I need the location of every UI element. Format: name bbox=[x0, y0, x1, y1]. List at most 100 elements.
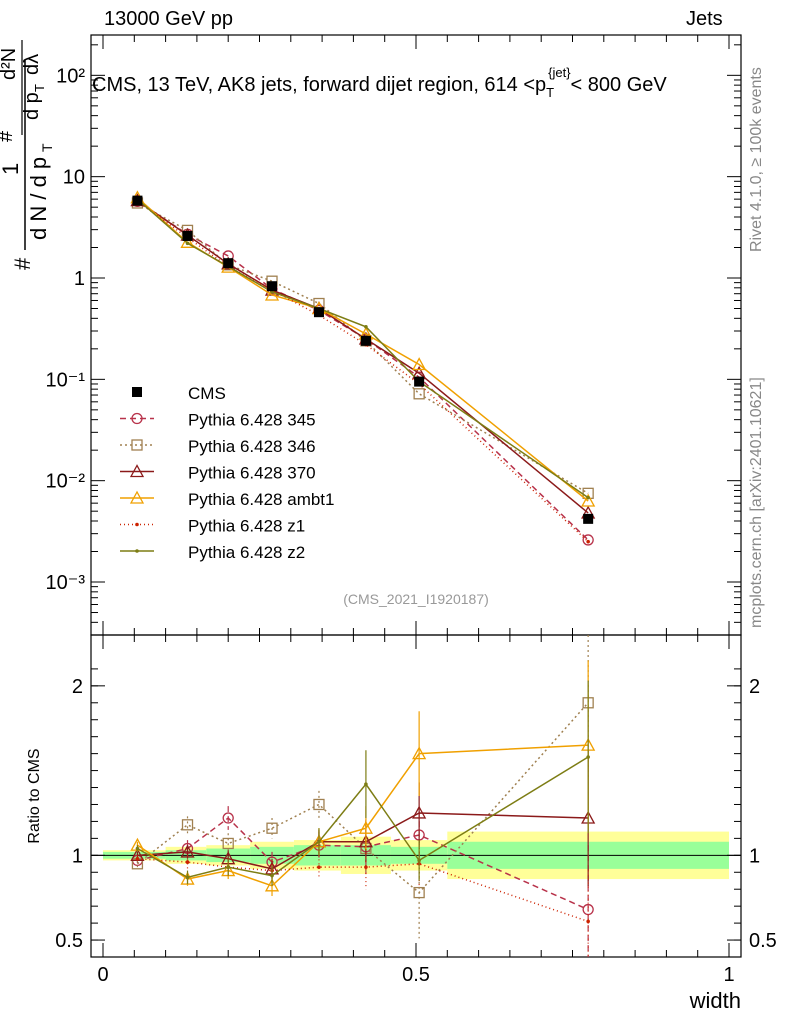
x-axis-label: width bbox=[689, 988, 741, 1013]
cms-data-point bbox=[182, 230, 193, 241]
cms-data-point bbox=[132, 195, 143, 206]
data-point-main bbox=[264, 287, 280, 301]
data-point-main bbox=[180, 234, 195, 248]
data-point-ratio bbox=[358, 820, 374, 834]
legend-label: Pythia 6.428 z2 bbox=[188, 543, 305, 562]
data-point-ratio bbox=[180, 844, 195, 858]
y-tick-label: 10⁻¹ bbox=[46, 369, 86, 391]
data-point-ratio bbox=[185, 860, 190, 864]
series-line-main bbox=[137, 202, 589, 494]
data-point-main bbox=[586, 495, 590, 500]
data-point-ratio bbox=[270, 873, 274, 878]
data-point-main bbox=[582, 534, 594, 546]
data-point-ratio bbox=[364, 782, 368, 786]
legend-label: Pythia 6.428 346 bbox=[188, 437, 316, 456]
legend-label: Pythia 6.428 ambt1 bbox=[188, 490, 334, 509]
analysis-tag: (CMS_2021_I1920187) bbox=[343, 591, 489, 607]
legend-label: Pythia 6.428 345 bbox=[188, 411, 316, 430]
data-point-ratio bbox=[222, 812, 234, 824]
cms-data-point bbox=[313, 307, 324, 318]
y-label-part: T bbox=[39, 143, 55, 152]
header-left: 13000 GeV pp bbox=[104, 8, 233, 30]
series-line-ratio bbox=[137, 756, 589, 879]
legend-label: CMS bbox=[188, 384, 226, 403]
y-label-part: # bbox=[10, 257, 35, 270]
data-point-main bbox=[364, 324, 368, 329]
data-point-ratio bbox=[317, 865, 321, 869]
y-tick-label: 10 bbox=[63, 167, 85, 189]
data-point-ratio bbox=[185, 875, 190, 880]
y-label-part: d N / d p bbox=[26, 157, 51, 240]
cms-data-point bbox=[414, 376, 425, 387]
x-tick-label: 1 bbox=[723, 964, 734, 986]
data-point-main bbox=[412, 357, 427, 371]
y-tick-label: 1 bbox=[74, 268, 85, 290]
ratio-tick-label-right: 1 bbox=[749, 845, 760, 867]
legend-marker bbox=[129, 490, 145, 504]
legend-marker bbox=[132, 387, 142, 397]
series-line-main bbox=[136, 198, 589, 499]
legend-marker bbox=[129, 464, 145, 478]
ratio-tick-label: 1 bbox=[72, 845, 83, 867]
data-point-ratio bbox=[586, 755, 590, 759]
series-line-ratio bbox=[136, 702, 589, 894]
ratio-tick-label: 2 bbox=[72, 676, 83, 698]
data-point-main bbox=[413, 388, 425, 400]
data-point-ratio bbox=[582, 903, 594, 916]
ratio-frame bbox=[90, 634, 742, 958]
legend-marker bbox=[135, 549, 139, 553]
y-label-part: d²N bbox=[0, 48, 20, 80]
legend-marker bbox=[131, 412, 143, 425]
data-point-ratio bbox=[412, 746, 427, 760]
data-point-ratio bbox=[313, 798, 325, 811]
y-tick-label: 10⁻² bbox=[46, 471, 86, 493]
ratio-axis-label: Ratio to CMS bbox=[26, 748, 43, 843]
chart-title: CMS, 13 TeV, AK8 jets, forward dijet reg… bbox=[92, 65, 667, 100]
data-point-main bbox=[185, 241, 190, 246]
y-tick-label: 10² bbox=[56, 65, 85, 87]
ratio-tick-label-right: 0.5 bbox=[749, 930, 777, 952]
data-point-ratio bbox=[222, 837, 234, 850]
y-label-part: 1 bbox=[0, 163, 23, 175]
x-tick-label: 0 bbox=[97, 964, 108, 986]
legend-label: Pythia 6.428 z1 bbox=[188, 517, 305, 536]
cms-data-point bbox=[267, 281, 278, 292]
legend-marker bbox=[131, 439, 143, 451]
series-pythia-6-428-370 bbox=[130, 193, 596, 886]
series-line-main bbox=[137, 200, 589, 541]
series-cms bbox=[132, 195, 594, 524]
series-line-main bbox=[136, 200, 589, 543]
x-tick-label: 0.5 bbox=[402, 964, 430, 986]
legend: CMS Pythia 6.428 345 Pythia 6.428 346 Pythi… bbox=[120, 384, 334, 562]
cms-data-point bbox=[360, 335, 371, 346]
series-line-ratio bbox=[137, 744, 589, 887]
data-point-ratio bbox=[364, 865, 368, 869]
data-point-ratio bbox=[135, 846, 140, 851]
ratio-tick-label: 0.5 bbox=[55, 930, 83, 952]
data-point-ratio bbox=[181, 819, 194, 831]
cms-data-point bbox=[223, 258, 234, 269]
data-point-ratio bbox=[412, 805, 427, 819]
cms-data-point bbox=[583, 513, 594, 524]
data-point-ratio bbox=[135, 856, 140, 861]
data-point-ratio bbox=[417, 858, 421, 863]
data-point-main bbox=[581, 493, 596, 507]
y-label-part: T bbox=[32, 84, 47, 92]
series-line-main bbox=[137, 200, 589, 514]
data-point-ratio bbox=[264, 878, 280, 892]
y-label-part: # bbox=[0, 130, 17, 142]
y-label-part: d p bbox=[21, 92, 43, 120]
legend-marker bbox=[135, 522, 139, 527]
data-point-ratio bbox=[266, 822, 278, 834]
y-tick-label: 10⁻³ bbox=[46, 572, 86, 594]
series-pythia-6-428-z2 bbox=[135, 197, 590, 886]
data-point-ratio bbox=[317, 839, 321, 844]
header-right: Jets bbox=[686, 8, 723, 30]
data-point-main bbox=[586, 539, 590, 544]
series-line-ratio bbox=[137, 812, 589, 870]
ratio-tick-label-right: 2 bbox=[749, 676, 760, 698]
data-point-ratio bbox=[226, 865, 230, 869]
data-point-ratio bbox=[586, 919, 590, 924]
